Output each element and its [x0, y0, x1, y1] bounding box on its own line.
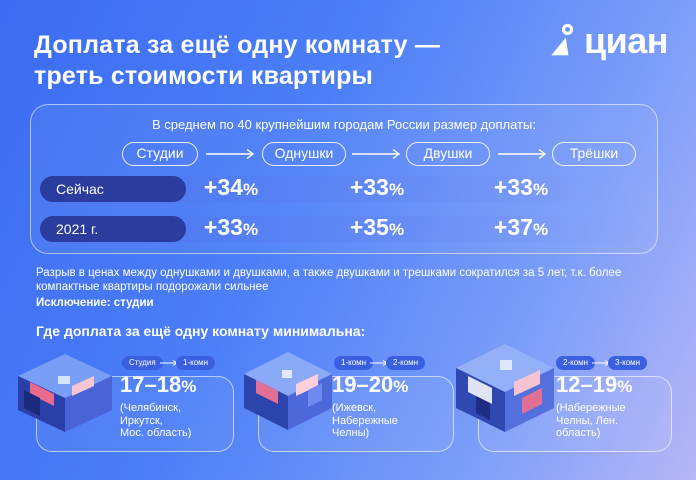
tag-to: 3-комн [608, 356, 648, 370]
apartment-illustration-icon [244, 352, 332, 430]
note: Разрыв в ценах между однушками и двушкам… [36, 266, 676, 310]
title-line-2: треть стоимости квартиры [34, 62, 374, 90]
value-2021-two-room: +37% [493, 214, 549, 240]
title-line-1: Доплата за ещё одну комнату — [34, 31, 441, 59]
tag-from: Студия [122, 356, 163, 370]
range-value: 12–19% [556, 372, 633, 397]
logo-text: циан [583, 20, 669, 61]
row-label-now: Сейчас [40, 176, 186, 202]
range-value: 17–18% [120, 372, 197, 397]
value-2021-one-room: +35% [349, 214, 405, 240]
value-now-one-room: +33% [349, 174, 405, 200]
value-now-two-room: +33% [493, 174, 549, 200]
arrow-right-icon [206, 148, 255, 160]
panel-subtitle: В среднем по 40 крупнейшим городам Росси… [152, 117, 536, 132]
arrow-right-icon [498, 148, 547, 160]
tag-from: 2-комн [556, 356, 596, 370]
value-2021-studio: +33% [203, 214, 259, 240]
apartment-illustration-icon [456, 344, 554, 432]
city-list: (Челябинск, Иркутск, Мос. область) [120, 402, 192, 439]
note-exception: Исключение: студии [36, 297, 154, 309]
min-section-title: Где доплата за ещё одну комнату минималь… [36, 323, 366, 339]
city-list: (Набережные Челны, Лен. область) [556, 402, 626, 439]
city-list: (Ижевск, Набережные Челны) [332, 402, 398, 439]
row-label-2021: 2021 г. [40, 216, 186, 242]
row-band-now [170, 176, 654, 202]
arrow-right-icon [352, 148, 401, 160]
category-two-room: Двушки [406, 142, 490, 166]
value-now-studio: +34% [203, 174, 259, 200]
apartment-illustration-icon [18, 354, 112, 432]
note-text: Разрыв в ценах между однушками и двушкам… [36, 267, 622, 293]
tag-to: 1-комн [176, 356, 216, 370]
category-three-room: Трёшки [552, 142, 636, 166]
cian-logo: циан [548, 18, 669, 64]
row-band-2021 [170, 216, 654, 242]
tag-from: 1-комн [334, 356, 374, 370]
category-one-room: Однушки [262, 142, 346, 166]
tag-to: 2-комн [386, 356, 426, 370]
category-studio: Студии [122, 142, 198, 166]
page-title: Доплата за ещё одну комнату — треть стои… [34, 30, 554, 92]
location-pin-logo-icon [551, 23, 574, 56]
range-value: 19–20% [332, 372, 409, 397]
